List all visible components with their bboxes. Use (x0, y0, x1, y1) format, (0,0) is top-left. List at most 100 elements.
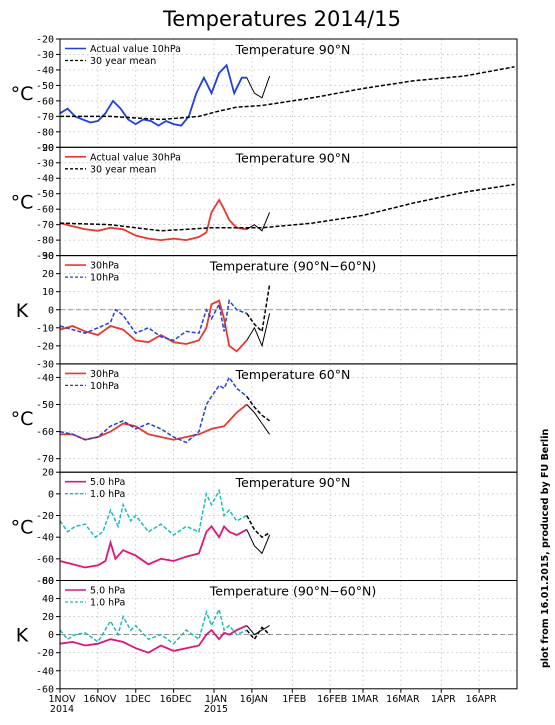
x-tick-label: 1APR (431, 694, 456, 705)
series-line (246, 404, 271, 435)
y-tick-label: -20 (36, 648, 54, 659)
x-tick-label: 16NOV (83, 694, 117, 705)
x-tick-label: 16DEC (160, 694, 192, 705)
x-tick-label: 1JAN (205, 694, 227, 705)
y-tick-label: -20 (36, 511, 54, 522)
panel-title: Temperature (90°N−60°N) (209, 584, 376, 599)
y-tick-label: -50 (36, 400, 54, 411)
panel-title: Temperature 90°N (235, 42, 351, 57)
x-year-label: 2015 (204, 704, 228, 715)
panel-title: Temperature (90°N−60°N) (209, 259, 376, 274)
legend-label: 1.0 hPa (90, 598, 125, 609)
panel-title: Temperature 90°N (235, 475, 351, 490)
series-line (59, 63, 247, 127)
y-tick-label: 40 (42, 594, 54, 605)
series-line (246, 529, 271, 555)
y-tick-label: -40 (36, 174, 54, 185)
series-line (246, 284, 271, 333)
x-tick-label: 1NOV (49, 694, 76, 705)
y-tick-label: 0 (48, 305, 54, 316)
y-tick-label: -70 (36, 220, 54, 231)
chart-panel: -20 -30 -40 -50 -60 -70 -80 -90 °C Temperature 90… (11, 35, 518, 154)
y-tick-label: -10 (36, 323, 54, 334)
legend-label: 10hPa (90, 381, 119, 392)
y-tick-label: -80 (36, 576, 54, 587)
y-axis-label: K (16, 300, 29, 322)
chart-panel: 30 20 10 0 -10 -20 -30 K Temperature (90°N−60°N)… (16, 251, 518, 370)
series-line (246, 395, 271, 422)
chart-panel: 60 40 20 0 -20 -40 -60 K Temperature (90°N−60°N)… (16, 576, 518, 695)
y-tick-label: -80 (36, 127, 54, 138)
y-tick-label: -90 (36, 251, 54, 262)
series-line (59, 198, 247, 242)
y-tick-label: -40 (36, 666, 54, 677)
x-tick-label: 16APR (466, 694, 497, 705)
y-axis-label: °C (11, 516, 34, 538)
chart-panels: -20 -30 -40 -50 -60 -70 -80 -90 °C Temperature 90… (11, 35, 518, 695)
y-tick-label: 20 (42, 468, 54, 479)
y-tick-label: -20 (36, 143, 54, 154)
y-tick-label: 0 (48, 489, 54, 500)
y-tick-label: 20 (42, 612, 54, 623)
series-line (59, 375, 248, 444)
legend-label: 30 year mean (90, 56, 156, 67)
x-tick-label: 1MAR (351, 694, 379, 705)
y-tick-label: -20 (36, 35, 54, 46)
legend-label: 1.0 hPa (90, 489, 125, 500)
figure-title: Temperatures 2014/15 (162, 7, 401, 31)
legend-label: Actual value 30hPa (90, 152, 181, 163)
panel-frame (59, 580, 518, 690)
y-tick-label: -80 (36, 236, 54, 247)
y-tick-label: -90 (36, 143, 54, 154)
x-tick-label: 1DEC (125, 694, 151, 705)
series-line (59, 607, 248, 645)
y-tick-label: -50 (36, 189, 54, 200)
x-axis: 1NOV 16NOV 1DEC 16DEC 1JAN 16JAN 1FEB 16FEB 1MAR… (49, 688, 497, 715)
y-tick-label: -30 (36, 359, 54, 370)
panel-title: Temperature 90°N (235, 150, 351, 165)
y-tick-label: -60 (36, 96, 54, 107)
y-tick-label: -60 (36, 554, 54, 565)
legend-label: Actual value 10hPa (90, 44, 181, 55)
y-tick-label: -40 (36, 65, 54, 76)
y-tick-label: -40 (36, 373, 54, 384)
y-axis-label: K (16, 625, 29, 647)
y-tick-label: -70 (36, 112, 54, 123)
legend-label: 30hPa (90, 261, 119, 272)
credit-text: plot from 16.01.2015, produced by FU Ber… (540, 429, 551, 668)
y-tick-label: -30 (36, 158, 54, 169)
y-tick-label: -20 (36, 341, 54, 352)
y-axis-label: °C (11, 83, 34, 105)
series-line (60, 66, 515, 121)
legend-label: 5.0 hPa (90, 586, 125, 597)
panel-title: Temperature 60°N (235, 367, 351, 382)
series-line (246, 75, 271, 99)
legend-label: 30 year mean (90, 164, 156, 175)
y-tick-label: 20 (42, 269, 54, 280)
y-tick-label: -30 (36, 50, 54, 61)
y-tick-label: 0 (48, 630, 54, 641)
x-tick-label: 16MAR (386, 694, 420, 705)
legend-label: 5.0 hPa (90, 477, 125, 488)
series-line (246, 515, 270, 539)
series-line (60, 403, 248, 441)
y-tick-label: -40 (36, 533, 54, 544)
series-line (59, 624, 248, 654)
chart-panel: -20 -30 -40 -50 -60 -70 -80 -90 °C Temperature 90… (11, 143, 518, 262)
y-axis-label: °C (11, 408, 34, 430)
x-tick-label: 16FEB (317, 694, 347, 705)
series-line (59, 183, 515, 232)
series-line (59, 488, 248, 539)
legend-label: 10hPa (90, 273, 119, 284)
series-line (246, 626, 271, 641)
y-tick-label: -60 (36, 205, 54, 216)
y-tick-label: -50 (36, 81, 54, 92)
series-line (59, 524, 248, 569)
series-line (59, 299, 248, 353)
x-tick-label: 16JAN (240, 694, 268, 705)
y-tick-label: 60 (42, 576, 54, 587)
y-tick-label: 30 (42, 251, 54, 262)
chart-panel: 20 0 -20 -40 -60 -80 °C Temperature 90°N 5.0 hPa… (11, 468, 518, 587)
